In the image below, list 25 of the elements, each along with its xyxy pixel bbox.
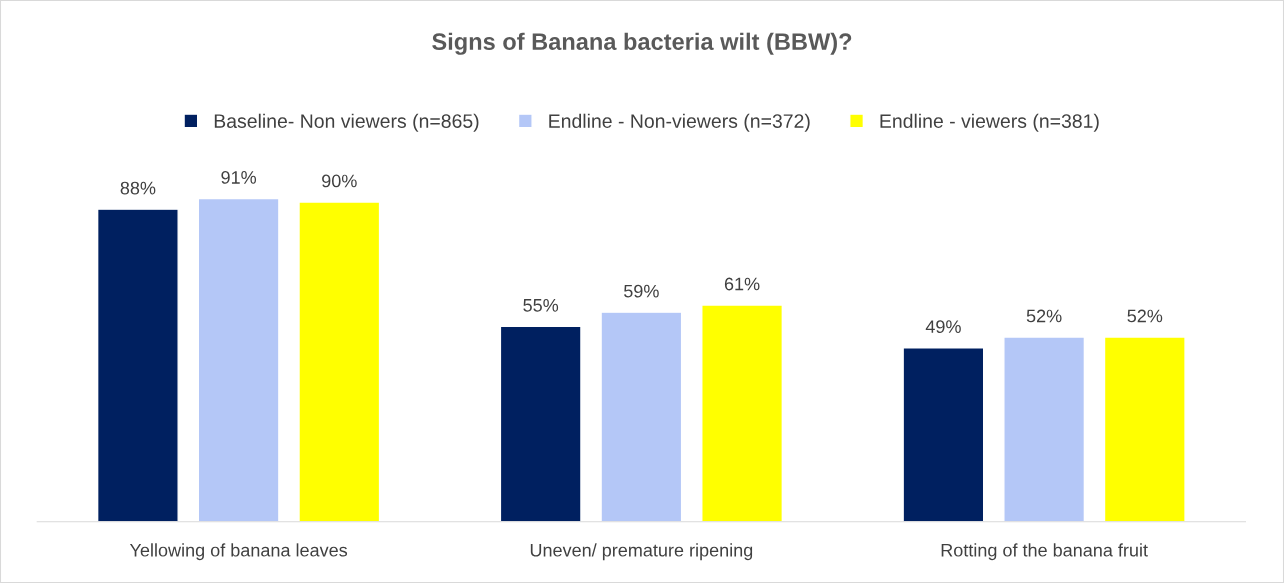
data-label: 61% — [724, 277, 760, 291]
data-label: 49% — [925, 320, 961, 334]
x-tick-label: Yellowing of banana leaves — [129, 543, 348, 561]
bar — [197, 197, 280, 522]
data-label: 59% — [624, 284, 659, 298]
legend-label: Endline - Non-viewers (n=372) — [549, 113, 810, 132]
legend-label: Endline - viewers (n=381) — [880, 113, 1099, 132]
data-label: 91% — [221, 171, 257, 184]
bar — [1103, 336, 1186, 522]
bar — [1003, 336, 1086, 522]
bar — [701, 304, 784, 522]
bar — [600, 311, 683, 522]
chart-title: Signs of Banana bacteria wilt (BBW)? — [432, 32, 852, 55]
bar — [96, 208, 179, 522]
data-label: 52% — [1127, 309, 1163, 323]
bar — [902, 347, 985, 522]
data-label: 52% — [1026, 309, 1062, 323]
data-label: 90% — [322, 174, 357, 188]
bar — [499, 325, 582, 522]
legend-label: Baseline- Non viewers (n=865) — [214, 113, 479, 132]
x-tick-label: Rotting of the banana fruit — [941, 543, 1148, 561]
bar — [298, 201, 381, 522]
x-tick-label: Uneven/ premature ripening — [530, 543, 753, 561]
data-label: 55% — [523, 299, 559, 312]
data-label: 88% — [120, 181, 156, 195]
